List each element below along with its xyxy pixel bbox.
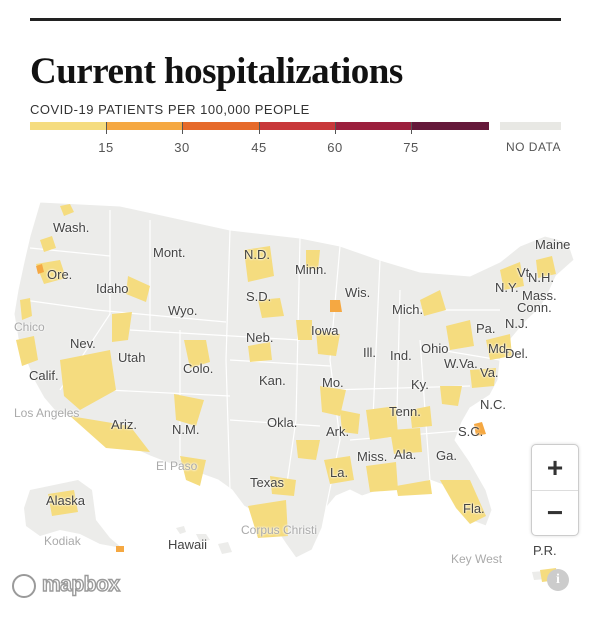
legend-tick — [106, 122, 107, 134]
state-label: Pa. — [476, 321, 496, 336]
city-label: Key West — [451, 552, 503, 566]
zoom-out-button[interactable]: − — [546, 497, 564, 528]
state-label: Okla. — [267, 415, 298, 430]
state-label: Alaska — [46, 493, 86, 508]
state-label: Wis. — [345, 285, 371, 300]
zoom-divider — [532, 490, 578, 491]
state-label: P.R. — [533, 543, 557, 558]
state-label: Wyo. — [168, 303, 198, 318]
zoom-in-button[interactable]: + — [546, 452, 564, 483]
state-label: Nev. — [70, 336, 96, 351]
state-label: Md. — [488, 341, 510, 356]
state-label: Kan. — [259, 373, 286, 388]
us-hospitalization-map[interactable]: Wash. Mont. N.D. Minn. Maine Ore. Idaho … — [0, 190, 589, 619]
city-label: Los Angeles — [14, 406, 80, 420]
state-label: Va. — [480, 365, 499, 380]
zoom-control: + − — [531, 444, 579, 536]
state-label: Del. — [505, 346, 529, 361]
state-label: Hawaii — [168, 537, 208, 552]
mapbox-logo[interactable]: mapbox — [12, 572, 142, 600]
state-label: Ill. — [363, 345, 376, 360]
state-label: N.C. — [480, 397, 506, 412]
state-label: Ohio — [421, 341, 449, 356]
legend-bin-3 — [182, 122, 259, 130]
state-label: N.D. — [244, 247, 270, 262]
top-rule — [30, 18, 561, 21]
legend-tick-label: 45 — [251, 140, 267, 155]
legend-tick — [182, 122, 183, 134]
legend-tick-label: 15 — [98, 140, 114, 155]
map-subtitle: COVID-19 PATIENTS PER 100,000 PEOPLE — [30, 102, 310, 117]
state-label: Ind. — [390, 348, 412, 363]
state-label: Ala. — [394, 447, 417, 462]
map-canvas — [13, 201, 575, 582]
state-label: Iowa — [311, 323, 339, 338]
state-label: Ore. — [47, 267, 73, 282]
state-label: N.J. — [505, 316, 529, 331]
state-label: La. — [330, 465, 349, 480]
state-label: Colo. — [183, 361, 214, 376]
state-label: Mich. — [392, 302, 424, 317]
state-label: S.D. — [246, 289, 272, 304]
county-hotspots — [16, 204, 558, 582]
state-label: Conn. — [517, 300, 552, 315]
state-label: Texas — [250, 475, 284, 490]
state-label: Vt. — [517, 265, 533, 280]
state-label: Ark. — [326, 424, 350, 439]
state-label: Calif. — [29, 368, 59, 383]
city-label: Chico — [14, 320, 45, 334]
state-label: Maine — [535, 237, 571, 252]
legend-tick-label: 60 — [327, 140, 343, 155]
state-label: Ariz. — [111, 417, 137, 432]
state-label: Utah — [118, 350, 146, 365]
legend-no-data-swatch — [500, 122, 561, 130]
alaska-shape — [24, 480, 122, 548]
city-label: El Paso — [156, 459, 198, 473]
state-label: Fla. — [463, 501, 485, 516]
state-label: Wash. — [53, 220, 90, 235]
legend-tick-label: 75 — [403, 140, 419, 155]
state-label: Mont. — [153, 245, 186, 260]
state-label: W.Va. — [444, 356, 478, 371]
state-label: Ga. — [436, 448, 457, 463]
page-title: Current hospitalizations — [30, 51, 403, 92]
legend-tick — [411, 122, 412, 134]
legend-bin-4 — [259, 122, 335, 130]
legend-bin-2 — [106, 122, 182, 130]
state-label: S.C. — [458, 424, 484, 439]
info-icon[interactable]: i — [547, 569, 569, 591]
state-label: Mass. — [522, 288, 557, 303]
state-label: N.M. — [172, 422, 200, 437]
state-label: N.H. — [528, 270, 554, 285]
state-label: Tenn. — [389, 404, 421, 419]
mapbox-logo-icon — [12, 574, 36, 598]
city-label: Kodiak — [44, 534, 81, 548]
color-legend: 15 30 45 60 75 NO DATA — [30, 122, 561, 162]
legend-bin-1 — [30, 122, 106, 130]
state-label: Neb. — [246, 330, 274, 345]
state-label: N.Y. — [495, 280, 519, 295]
hawaii-shape — [176, 526, 232, 554]
legend-no-data-label: NO DATA — [505, 140, 561, 154]
state-label: Miss. — [357, 449, 388, 464]
legend-tick — [335, 122, 336, 134]
city-label: Corpus Christi — [241, 523, 318, 537]
state-label: Mo. — [322, 375, 344, 390]
mapbox-logo-text: mapbox — [41, 572, 120, 596]
state-label: Idaho — [96, 281, 129, 296]
legend-tick-label: 30 — [174, 140, 190, 155]
legend-bin-6 — [411, 122, 489, 130]
county-hotspots-high — [36, 264, 486, 552]
legend-tick — [259, 122, 260, 134]
state-label: Minn. — [295, 262, 327, 277]
state-label: Ky. — [411, 377, 429, 392]
legend-bin-5 — [335, 122, 411, 130]
